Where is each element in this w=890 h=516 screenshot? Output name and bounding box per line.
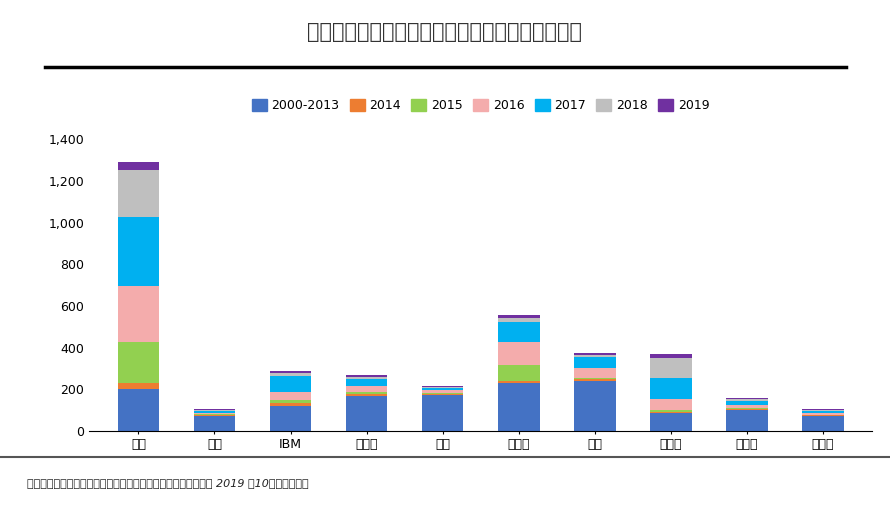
Bar bbox=[193, 414, 235, 415]
Bar bbox=[726, 397, 768, 398]
Bar bbox=[498, 321, 539, 342]
Bar bbox=[270, 406, 312, 431]
Bar bbox=[422, 388, 464, 390]
Bar bbox=[574, 378, 616, 379]
Bar bbox=[498, 318, 539, 321]
Bar bbox=[422, 395, 464, 431]
Bar bbox=[422, 394, 464, 395]
Bar bbox=[498, 383, 539, 431]
Bar bbox=[498, 381, 539, 383]
Bar bbox=[117, 170, 159, 217]
Bar bbox=[117, 342, 159, 383]
Bar bbox=[574, 368, 616, 378]
Bar bbox=[117, 286, 159, 342]
Bar bbox=[802, 416, 844, 431]
Bar bbox=[270, 392, 312, 400]
Bar bbox=[802, 415, 844, 416]
Bar bbox=[422, 390, 464, 393]
Bar bbox=[726, 409, 768, 410]
Bar bbox=[345, 396, 387, 431]
Bar bbox=[193, 415, 235, 416]
Bar bbox=[650, 410, 692, 412]
Legend: 2000-2013, 2014, 2015, 2016, 2017, 2018, 2019: 2000-2013, 2014, 2015, 2016, 2017, 2018,… bbox=[252, 99, 709, 112]
Bar bbox=[345, 386, 387, 392]
Bar bbox=[270, 373, 312, 376]
Bar bbox=[345, 377, 387, 379]
Bar bbox=[650, 378, 692, 399]
Bar bbox=[726, 398, 768, 400]
Bar bbox=[726, 410, 768, 431]
Bar bbox=[422, 386, 464, 387]
Bar bbox=[574, 379, 616, 381]
Bar bbox=[270, 371, 312, 373]
Bar bbox=[422, 393, 464, 394]
Bar bbox=[193, 416, 235, 431]
Bar bbox=[345, 392, 387, 394]
Bar bbox=[802, 409, 844, 410]
Bar bbox=[193, 412, 235, 414]
Bar bbox=[574, 352, 616, 354]
Bar bbox=[270, 376, 312, 392]
Bar bbox=[574, 357, 616, 368]
Bar bbox=[117, 162, 159, 170]
Bar bbox=[193, 409, 235, 410]
Bar bbox=[802, 411, 844, 413]
Text: 资料来源：中国人工智能产业发展联盟，恒大研究院（时间截至 2019 年10月）泽平宏观: 资料来源：中国人工智能产业发展联盟，恒大研究院（时间截至 2019 年10月）泽… bbox=[27, 478, 308, 488]
Bar bbox=[498, 365, 539, 381]
Bar bbox=[270, 400, 312, 404]
Bar bbox=[650, 413, 692, 431]
Bar bbox=[802, 413, 844, 415]
Bar bbox=[345, 394, 387, 396]
Bar bbox=[498, 315, 539, 318]
Bar bbox=[193, 410, 235, 411]
Bar bbox=[117, 217, 159, 286]
Bar bbox=[345, 375, 387, 377]
Bar bbox=[574, 354, 616, 357]
Bar bbox=[650, 399, 692, 410]
Bar bbox=[193, 411, 235, 412]
Bar bbox=[802, 410, 844, 411]
Bar bbox=[117, 389, 159, 431]
Bar bbox=[345, 379, 387, 386]
Text: 图表：全球人工智能芯片前十申请人历年申请情况: 图表：全球人工智能芯片前十申请人历年申请情况 bbox=[308, 22, 582, 42]
Bar bbox=[422, 387, 464, 388]
Bar bbox=[117, 383, 159, 389]
Bar bbox=[650, 358, 692, 378]
Bar bbox=[650, 354, 692, 358]
Bar bbox=[270, 404, 312, 406]
Bar bbox=[574, 381, 616, 431]
Bar bbox=[650, 412, 692, 413]
Bar bbox=[726, 408, 768, 409]
Bar bbox=[726, 400, 768, 405]
Bar bbox=[498, 342, 539, 365]
Bar bbox=[726, 405, 768, 408]
